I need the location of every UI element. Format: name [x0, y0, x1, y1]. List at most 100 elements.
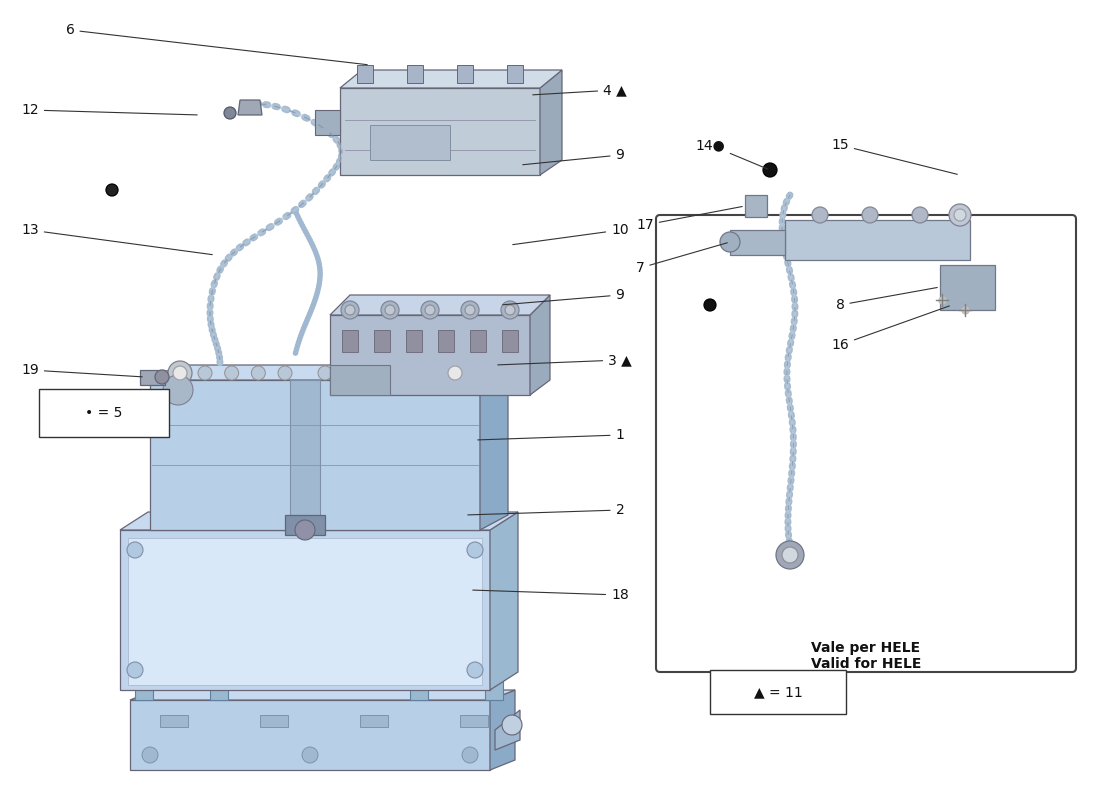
Polygon shape [238, 100, 262, 115]
Text: 2: 2 [468, 503, 625, 517]
Text: ▲ = 11: ▲ = 11 [754, 685, 802, 699]
FancyBboxPatch shape [39, 389, 169, 437]
Circle shape [173, 366, 187, 380]
Circle shape [126, 542, 143, 558]
Polygon shape [315, 110, 340, 135]
Polygon shape [485, 675, 503, 700]
Polygon shape [120, 512, 518, 530]
Polygon shape [940, 265, 996, 310]
Bar [407, 65, 424, 83]
Polygon shape [490, 512, 518, 690]
Polygon shape [150, 365, 508, 380]
Polygon shape [140, 370, 165, 385]
Bar [438, 330, 454, 352]
Polygon shape [135, 675, 153, 700]
Circle shape [461, 301, 478, 319]
Text: 7: 7 [636, 242, 727, 275]
Polygon shape [495, 710, 520, 750]
Circle shape [302, 747, 318, 763]
Circle shape [502, 715, 522, 735]
Circle shape [421, 301, 439, 319]
Circle shape [224, 366, 239, 380]
Circle shape [425, 305, 435, 315]
Text: 18: 18 [473, 588, 629, 602]
Polygon shape [130, 690, 515, 700]
Bar [460, 715, 488, 727]
Circle shape [345, 305, 355, 315]
Circle shape [163, 375, 192, 405]
Text: 14●: 14● [695, 138, 768, 169]
Circle shape [763, 163, 777, 177]
Text: 8: 8 [836, 287, 937, 312]
Circle shape [776, 541, 804, 569]
Text: Vale per HELE
Valid for HELE: Vale per HELE Valid for HELE [811, 641, 921, 671]
Circle shape [126, 662, 143, 678]
Circle shape [251, 366, 265, 380]
Polygon shape [730, 230, 785, 255]
Circle shape [912, 207, 928, 223]
Polygon shape [490, 690, 515, 770]
Circle shape [371, 366, 385, 380]
Text: 15: 15 [832, 138, 957, 174]
Bar [370, 125, 450, 160]
Polygon shape [285, 515, 324, 535]
Bar [507, 65, 522, 83]
Polygon shape [340, 88, 540, 175]
Circle shape [954, 209, 966, 221]
Circle shape [782, 547, 797, 563]
Bar [406, 330, 422, 352]
Circle shape [424, 366, 437, 380]
Polygon shape [785, 220, 970, 260]
Text: 17: 17 [636, 206, 742, 232]
Circle shape [142, 747, 158, 763]
Bar [502, 330, 518, 352]
Polygon shape [480, 365, 508, 530]
Polygon shape [130, 700, 490, 770]
Polygon shape [290, 380, 320, 520]
Text: 13: 13 [21, 223, 212, 254]
Circle shape [500, 301, 519, 319]
Circle shape [224, 107, 236, 119]
Bar [342, 330, 358, 352]
Text: 9: 9 [522, 148, 625, 165]
Circle shape [168, 361, 192, 385]
Bar [374, 330, 390, 352]
Bar [160, 715, 188, 727]
Text: 16: 16 [832, 306, 949, 352]
Text: 19: 19 [21, 363, 142, 377]
Bar [745, 195, 767, 217]
Bar [360, 715, 388, 727]
Polygon shape [330, 295, 550, 315]
Circle shape [295, 520, 315, 540]
Circle shape [155, 370, 169, 384]
Text: 1: 1 [477, 428, 625, 442]
Text: for passion for parts since 1985: for passion for parts since 1985 [178, 377, 482, 583]
Bar [470, 330, 486, 352]
Polygon shape [530, 295, 550, 395]
Polygon shape [410, 675, 428, 700]
Circle shape [443, 361, 468, 385]
Circle shape [465, 305, 475, 315]
Bar [358, 65, 373, 83]
Polygon shape [540, 70, 562, 175]
Circle shape [385, 305, 395, 315]
Circle shape [462, 747, 478, 763]
Circle shape [505, 305, 515, 315]
Circle shape [720, 232, 740, 252]
Circle shape [448, 366, 462, 380]
Text: 12: 12 [21, 103, 197, 117]
Polygon shape [330, 315, 530, 395]
Polygon shape [128, 538, 482, 685]
Circle shape [812, 207, 828, 223]
Polygon shape [120, 530, 490, 690]
Text: • = 5: • = 5 [86, 406, 123, 420]
Bar [260, 715, 288, 727]
Circle shape [278, 366, 292, 380]
Polygon shape [480, 365, 508, 385]
Polygon shape [305, 380, 480, 530]
Polygon shape [330, 365, 390, 395]
Text: 9: 9 [503, 288, 625, 305]
Text: 4 ▲: 4 ▲ [532, 83, 627, 97]
Text: 3 ▲: 3 ▲ [498, 353, 631, 367]
Circle shape [318, 366, 332, 380]
